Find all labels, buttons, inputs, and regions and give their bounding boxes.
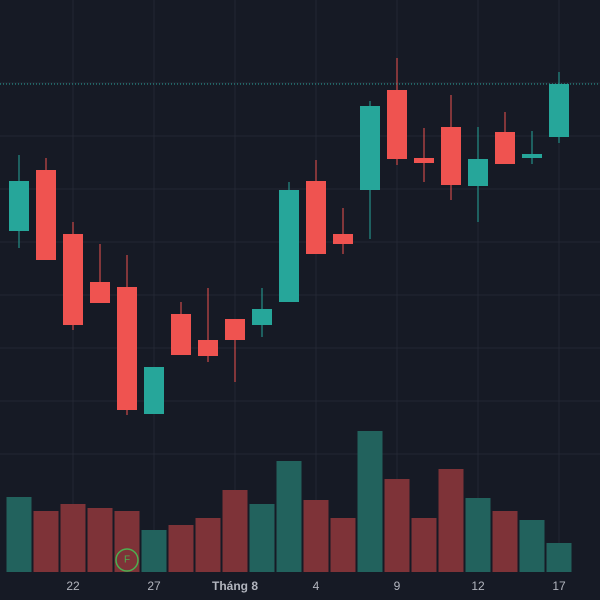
volume-bar: [519, 520, 545, 572]
volume-bar: [303, 500, 329, 572]
candle-body: [387, 90, 407, 159]
x-tick-label: 22: [66, 579, 80, 593]
volume-bar: [384, 479, 410, 572]
x-tick-label: 17: [552, 579, 566, 593]
x-tick-label: 9: [394, 579, 401, 593]
volume-bar: [330, 518, 356, 572]
candle-body: [117, 287, 137, 410]
volume-bar: [249, 504, 275, 572]
volume-bar: [60, 504, 86, 572]
candle-body: [414, 158, 434, 163]
volume-bar: [222, 490, 248, 572]
candle-body: [306, 181, 326, 254]
candle-body: [441, 127, 461, 185]
candle-body: [36, 170, 56, 260]
x-tick-label: 27: [147, 579, 161, 593]
x-tick-label: 4: [313, 579, 320, 593]
candle-body: [549, 84, 569, 137]
x-tick-label: Tháng 8: [212, 579, 258, 593]
volume-bar: [492, 511, 518, 572]
candle-body: [279, 190, 299, 302]
candle-body: [522, 154, 542, 158]
volume-bar: [141, 530, 167, 572]
candle-body: [9, 181, 29, 231]
candle-body: [144, 367, 164, 414]
candle-body: [252, 309, 272, 325]
volume-bar: [6, 497, 32, 572]
candle-body: [360, 106, 380, 190]
volume-bar: [87, 508, 113, 572]
candle-body: [90, 282, 110, 303]
volume-bar: [276, 461, 302, 572]
x-tick-label: 12: [471, 579, 485, 593]
volume-bar: [33, 511, 59, 572]
candle-body: [198, 340, 218, 356]
volume-bar: [357, 431, 383, 572]
volume-bar: [114, 511, 140, 572]
candle-body: [171, 314, 191, 355]
volume-bar: [438, 469, 464, 572]
candle-body: [63, 234, 83, 325]
volume-bar: [465, 498, 491, 572]
volume-bar: [168, 525, 194, 572]
candle-body: [333, 234, 353, 244]
event-marker-label: F: [124, 555, 130, 566]
candle-body: [225, 319, 245, 340]
candle-body: [495, 132, 515, 164]
volume-bar: [411, 518, 437, 572]
event-marker: [115, 548, 139, 572]
volume-bar: [546, 543, 572, 572]
volume-bar: [195, 518, 221, 572]
candle-body: [468, 159, 488, 186]
